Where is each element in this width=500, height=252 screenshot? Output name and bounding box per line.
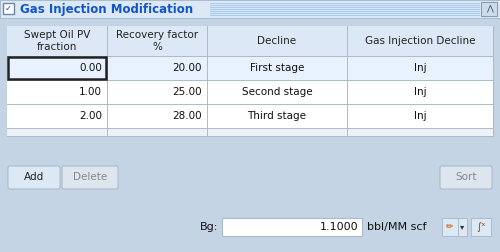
Text: Delete: Delete <box>73 173 107 182</box>
Text: ∫ˣ: ∫ˣ <box>476 222 486 232</box>
Text: 28.00: 28.00 <box>172 111 202 121</box>
Bar <box>471 218 491 236</box>
Bar <box>3 3 14 14</box>
Bar <box>8 57 106 79</box>
Text: 2.00: 2.00 <box>79 111 102 121</box>
Text: First stage: First stage <box>250 63 304 73</box>
Text: Add: Add <box>24 173 44 182</box>
Bar <box>481 2 497 16</box>
Text: Decline: Decline <box>258 36 296 46</box>
Text: bbl/MM scf: bbl/MM scf <box>367 222 426 232</box>
Text: ▾: ▾ <box>460 223 464 232</box>
Bar <box>7 128 493 136</box>
Text: 25.00: 25.00 <box>172 87 202 97</box>
Text: 1.1000: 1.1000 <box>320 222 358 232</box>
Text: Inj: Inj <box>414 87 426 97</box>
Text: ✏: ✏ <box>446 223 454 232</box>
Text: 1.00: 1.00 <box>79 87 102 97</box>
Text: Third stage: Third stage <box>248 111 306 121</box>
FancyBboxPatch shape <box>440 166 492 189</box>
Bar <box>222 218 362 236</box>
Text: Second stage: Second stage <box>242 87 312 97</box>
Bar <box>7 26 493 136</box>
Text: Recovery factor
%: Recovery factor % <box>116 30 198 52</box>
Bar <box>458 218 467 236</box>
Text: Gas Injection Modification: Gas Injection Modification <box>20 3 193 16</box>
Text: 20.00: 20.00 <box>172 63 202 73</box>
Bar <box>0 0 500 18</box>
Text: ⋀: ⋀ <box>486 5 492 14</box>
Bar <box>7 104 493 128</box>
Text: Sort: Sort <box>455 173 477 182</box>
Bar <box>7 26 493 56</box>
Text: Bg:: Bg: <box>200 222 218 232</box>
Text: Inj: Inj <box>414 63 426 73</box>
Bar <box>442 218 458 236</box>
FancyBboxPatch shape <box>8 166 60 189</box>
Text: Swept Oil PV
fraction: Swept Oil PV fraction <box>24 30 90 52</box>
Text: Inj: Inj <box>414 111 426 121</box>
Bar <box>7 56 493 80</box>
FancyBboxPatch shape <box>62 166 118 189</box>
Bar <box>7 80 493 104</box>
Text: ✓: ✓ <box>5 4 12 13</box>
Text: 0.00: 0.00 <box>79 63 102 73</box>
Text: Gas Injection Decline: Gas Injection Decline <box>365 36 475 46</box>
